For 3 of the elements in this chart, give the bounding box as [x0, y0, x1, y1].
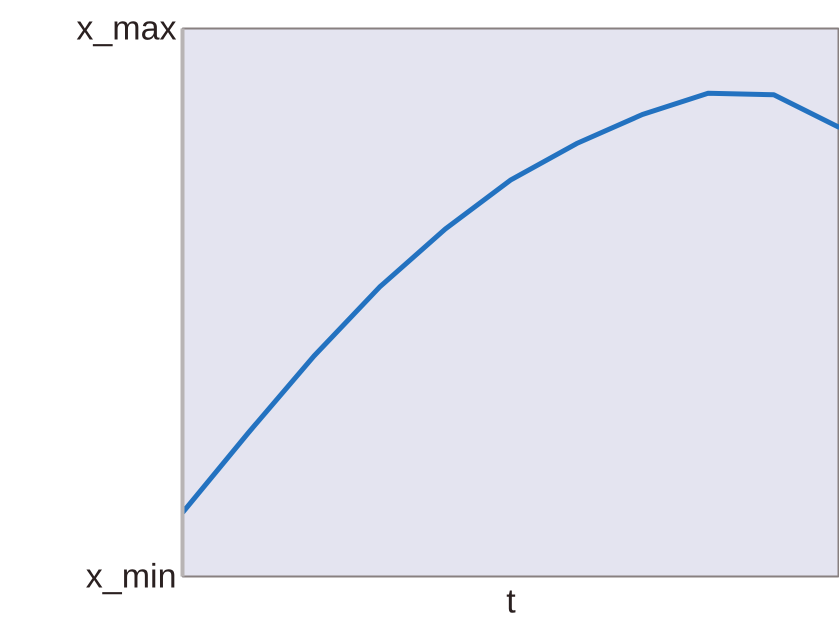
text: x_min — [86, 558, 177, 596]
x-axis-title: t — [506, 582, 516, 620]
text: x_max — [76, 10, 176, 48]
